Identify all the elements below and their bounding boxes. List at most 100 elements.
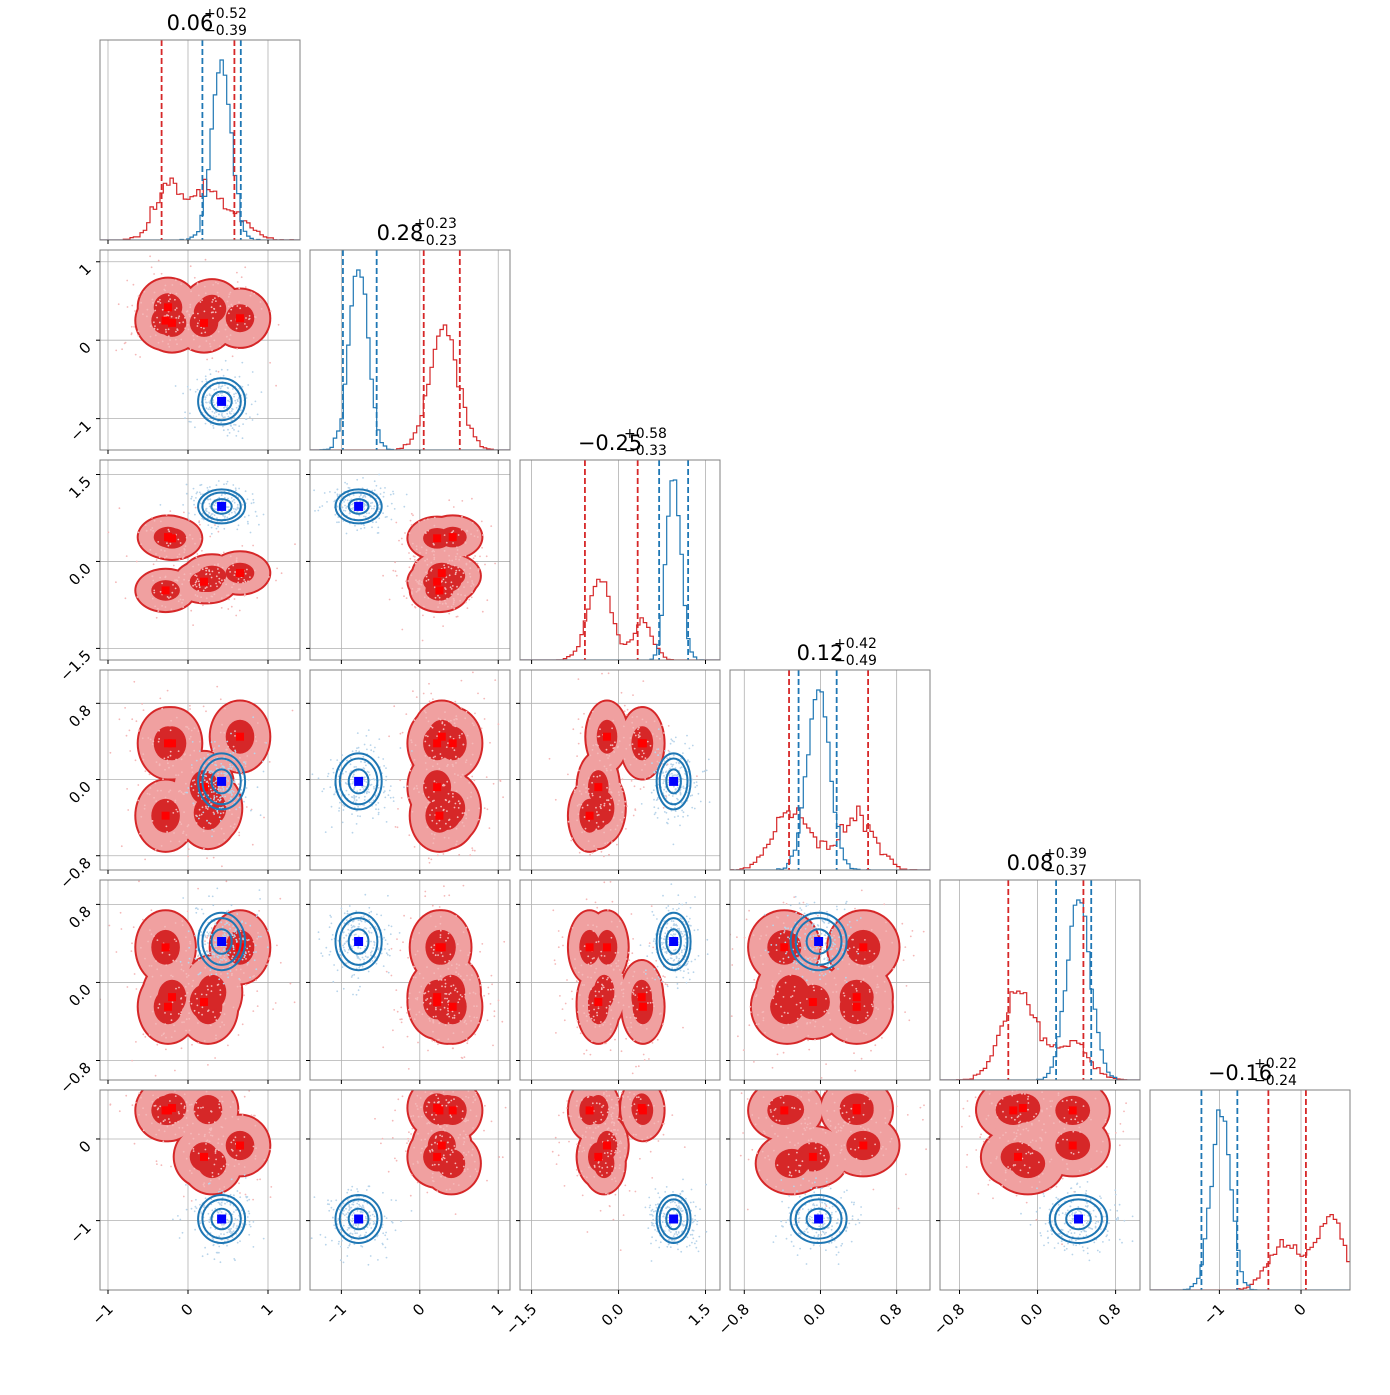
red-sample (228, 313, 230, 315)
red-sample (613, 968, 615, 970)
red-sample (214, 593, 216, 595)
blue-sample (367, 789, 369, 791)
red-sample (591, 852, 593, 854)
red-sample (468, 599, 470, 601)
red-sample (628, 1006, 630, 1008)
red-sample (408, 552, 410, 554)
red-sample (611, 937, 613, 939)
red-sample (430, 859, 432, 861)
red-sample (448, 793, 450, 795)
red-sample (184, 754, 186, 756)
red-sample (604, 955, 606, 957)
blue-sample (369, 774, 371, 776)
blue-sample (822, 946, 824, 948)
blue-sample (362, 477, 364, 479)
red-sample (239, 986, 241, 988)
red-sample (178, 1013, 180, 1015)
red-marker (168, 739, 176, 747)
red-sample (445, 582, 447, 584)
red-sample (588, 1004, 590, 1006)
red-sample (592, 711, 594, 713)
red-sample (126, 555, 128, 557)
blue-sample (232, 766, 234, 768)
red-sample (601, 955, 603, 957)
red-sample (129, 730, 131, 732)
red-sample (142, 737, 144, 739)
blue-sample (321, 505, 323, 507)
blue-sample (780, 933, 782, 935)
red-sample (140, 816, 142, 818)
red-sample (200, 596, 202, 598)
red-sample (591, 782, 593, 784)
red-sample (620, 819, 622, 821)
red-sample (448, 801, 450, 803)
red-sample (231, 606, 233, 608)
blue-sample (247, 962, 249, 964)
red-sample (434, 1041, 436, 1043)
red-sample (439, 597, 441, 599)
blue-sample (227, 369, 229, 371)
red-sample (127, 306, 129, 308)
blue-sample (232, 484, 234, 486)
red-sample (578, 678, 580, 680)
red-sample (415, 579, 417, 581)
scatter-panel-4-0: −0.80.00.8 (56, 880, 300, 1097)
red-sample (166, 314, 168, 316)
blue-sample (320, 952, 322, 954)
blue-sample (207, 524, 209, 526)
red-sample (266, 963, 268, 965)
red-sample (253, 293, 255, 295)
blue-sample (213, 427, 215, 429)
blue-sample (350, 757, 352, 759)
blue-sample (344, 912, 346, 914)
red-sample (630, 737, 632, 739)
red-sample (276, 568, 278, 570)
blue-sample (210, 395, 212, 397)
red-histogram (730, 806, 930, 870)
blue-sample (233, 499, 235, 501)
red-sample (583, 1053, 585, 1055)
blue-sample (654, 751, 656, 753)
red-sample (474, 850, 476, 852)
red-sample (214, 524, 216, 526)
blue-sample (216, 888, 218, 890)
blue-sample (336, 521, 338, 523)
red-marker (449, 739, 457, 747)
red-sample (634, 994, 636, 996)
red-sample (444, 600, 446, 602)
red-sample (213, 308, 215, 310)
red-sample (182, 321, 184, 323)
red-marker (200, 319, 208, 327)
blue-sample (343, 510, 345, 512)
red-sample (120, 912, 122, 914)
red-sample (473, 557, 475, 559)
red-sample (232, 563, 234, 565)
red-sample (612, 744, 614, 746)
red-sample (417, 997, 419, 999)
blue-sample (842, 934, 844, 936)
red-sample (441, 580, 443, 582)
blue-sample (223, 429, 225, 431)
blue-sample (235, 424, 237, 426)
red-sample (199, 741, 201, 743)
blue-sample (799, 902, 801, 904)
blue-sample (678, 908, 680, 910)
red-sample (415, 954, 417, 956)
red-sample (194, 1010, 196, 1012)
red-sample (448, 962, 450, 964)
red-sample (175, 664, 177, 666)
blue-sample (802, 915, 804, 917)
red-sample (644, 778, 646, 780)
blue-sample (214, 945, 216, 947)
red-sample (455, 572, 457, 574)
red-sample (435, 597, 437, 599)
blue-sample (207, 490, 209, 492)
red-sample (189, 534, 191, 536)
blue-sample (698, 793, 700, 795)
red-sample (469, 979, 471, 981)
red-marker (586, 943, 594, 951)
red-sample (599, 806, 601, 808)
red-sample (431, 1040, 433, 1042)
blue-sample (795, 896, 797, 898)
red-sample (588, 963, 590, 965)
